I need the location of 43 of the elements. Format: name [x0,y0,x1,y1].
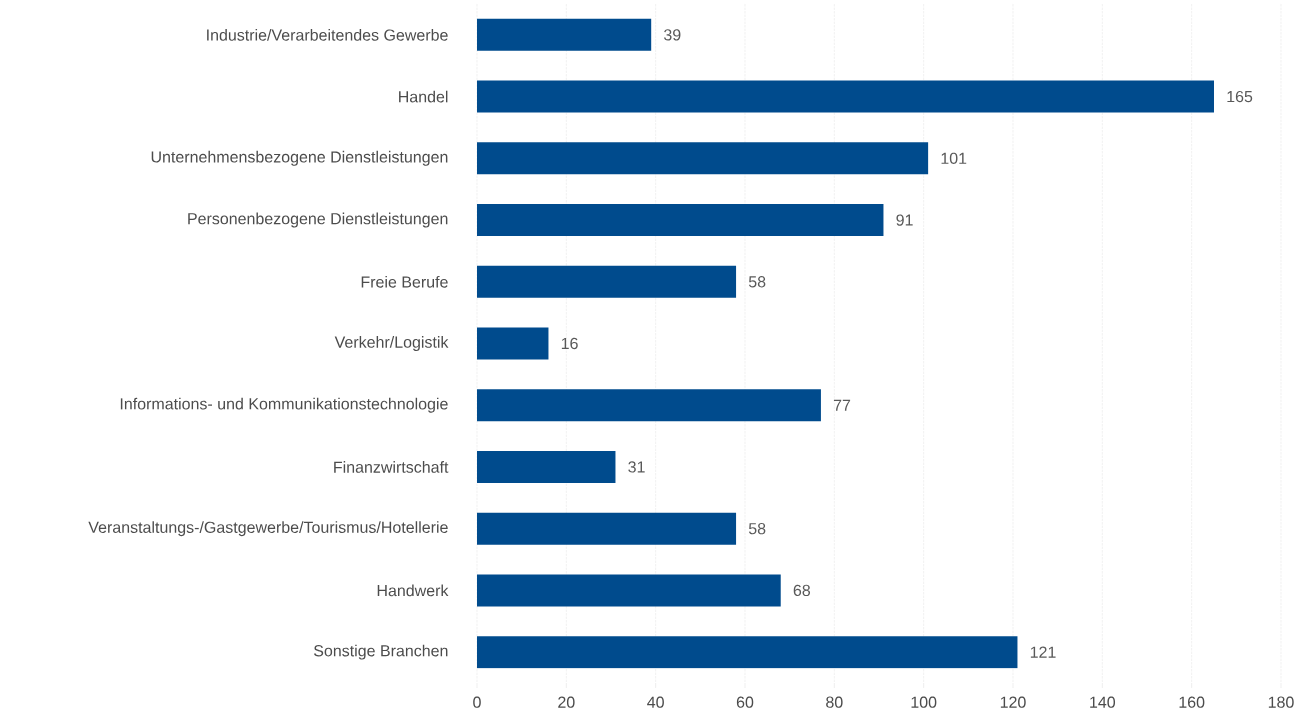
bar [477,450,616,483]
bar [477,389,821,422]
data-label: 39 [664,29,681,41]
data-label: 91 [896,214,913,226]
data-label: 165 [1227,90,1253,103]
y-tick-label: Veranstaltungs-/Gastgewerbe/Tourismus/Hotellerie [88,521,448,537]
x-tick-label: 60 [736,696,754,708]
data-label: 101 [941,152,967,164]
data-label: 121 [1030,646,1056,658]
x-tick-label: 180 [1268,696,1294,708]
bar [477,80,1214,113]
y-tick-label: Informations- und Kommunikationstechnologie [120,397,448,413]
bar [477,512,737,545]
y-tick-label: Freie Berufe [361,275,448,288]
bar [477,18,652,51]
data-label: 77 [833,399,851,411]
y-tick-label: Sonstige Branchen [313,644,448,660]
x-tick-label: 40 [647,696,664,708]
x-tick-label: 0 [473,696,481,708]
data-label: 16 [561,337,578,350]
y-tick-label: Personenbezogene Dienstleistungen [188,212,448,228]
y-tick-label: Finanzwirtschaft [334,461,449,473]
x-tick-label: 140 [1090,696,1116,708]
bar [477,327,549,360]
x-tick-label: 160 [1179,696,1205,708]
data-label: 58 [748,523,766,535]
data-label: 68 [793,584,811,597]
y-tick-label: Industrie/Verarbeitendes Gewerbe [207,28,448,41]
x-tick-label: 20 [558,696,575,708]
y-tick-label: Verkehr/Logistik [334,336,449,351]
x-tick-label: 100 [911,696,937,708]
y-tick-label: Handel [399,90,448,103]
bar [477,204,884,237]
data-label: 31 [628,461,645,473]
bar [477,142,929,175]
data-label: 58 [748,276,766,288]
bar [477,265,737,298]
bar [477,636,1018,669]
y-tick-label: Unternehmensbezogene Dienstleistungen [151,150,448,166]
x-tick-label: 120 [1000,696,1026,708]
bar [477,574,781,607]
y-tick-label: Handwerk [377,584,449,597]
x-tick-label: 80 [826,696,843,708]
